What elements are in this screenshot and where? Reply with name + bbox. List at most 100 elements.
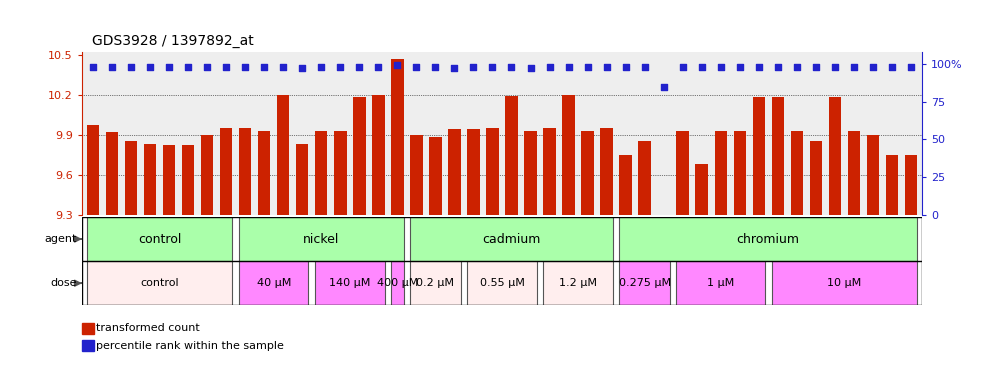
Point xyxy=(142,64,158,70)
Bar xyxy=(163,146,175,215)
Point xyxy=(256,64,272,70)
Bar xyxy=(753,97,765,215)
Bar xyxy=(676,131,689,215)
Bar xyxy=(544,128,556,215)
Point xyxy=(314,64,330,70)
Bar xyxy=(239,217,403,261)
Text: cadmium: cadmium xyxy=(482,233,541,245)
Point xyxy=(808,64,824,70)
Point xyxy=(580,64,596,70)
Bar xyxy=(486,128,499,215)
Bar xyxy=(620,155,631,215)
Point xyxy=(295,65,311,71)
Text: control: control xyxy=(138,233,181,245)
Point xyxy=(85,64,101,70)
Point xyxy=(352,64,368,70)
Point xyxy=(713,64,729,70)
Bar xyxy=(258,131,271,215)
Bar xyxy=(277,94,290,215)
Bar xyxy=(467,261,537,305)
Text: agent: agent xyxy=(44,234,77,244)
Text: dose: dose xyxy=(50,278,77,288)
Point xyxy=(427,64,443,70)
Point xyxy=(446,65,462,71)
Bar xyxy=(429,137,441,215)
Bar xyxy=(505,96,518,215)
Point xyxy=(561,64,577,70)
Point xyxy=(883,64,899,70)
Text: 0.275 μM: 0.275 μM xyxy=(619,278,670,288)
Text: GDS3928 / 1397892_at: GDS3928 / 1397892_at xyxy=(92,34,253,48)
Point xyxy=(523,65,539,71)
Bar xyxy=(733,131,746,215)
Text: 0.2 μM: 0.2 μM xyxy=(416,278,454,288)
Point xyxy=(199,64,215,70)
Bar xyxy=(638,141,650,215)
Point xyxy=(237,64,253,70)
Bar xyxy=(867,135,879,215)
Bar xyxy=(391,58,403,215)
Point xyxy=(333,64,349,70)
Point xyxy=(275,64,291,70)
Bar xyxy=(144,144,156,215)
Text: 1.2 μM: 1.2 μM xyxy=(559,278,597,288)
Bar xyxy=(829,97,841,215)
Bar xyxy=(544,261,613,305)
Bar xyxy=(201,135,213,215)
Bar xyxy=(315,261,384,305)
Point xyxy=(408,64,424,70)
Bar xyxy=(334,131,347,215)
Point xyxy=(618,64,633,70)
Bar xyxy=(220,128,232,215)
Point xyxy=(124,64,139,70)
Point xyxy=(770,64,786,70)
Bar xyxy=(124,141,137,215)
Bar xyxy=(87,261,232,305)
Bar xyxy=(620,217,917,261)
Point xyxy=(674,64,690,70)
Point xyxy=(693,64,709,70)
Bar xyxy=(772,261,917,305)
Bar xyxy=(182,146,194,215)
Bar xyxy=(106,132,119,215)
Point xyxy=(105,64,121,70)
Point xyxy=(751,64,767,70)
Bar xyxy=(354,97,366,215)
Point xyxy=(218,64,234,70)
Point xyxy=(865,64,880,70)
Text: 0.55 μM: 0.55 μM xyxy=(479,278,525,288)
Bar xyxy=(239,261,309,305)
Text: 1 μM: 1 μM xyxy=(707,278,734,288)
Point xyxy=(180,64,196,70)
Text: control: control xyxy=(140,278,179,288)
Text: 400 μM: 400 μM xyxy=(376,278,418,288)
Point xyxy=(371,64,386,70)
Point xyxy=(789,64,805,70)
Bar xyxy=(657,215,670,235)
Bar xyxy=(410,135,422,215)
Bar xyxy=(620,261,670,305)
Text: 40 μM: 40 μM xyxy=(257,278,291,288)
Bar xyxy=(904,155,917,215)
Bar xyxy=(87,126,100,215)
Bar xyxy=(563,94,575,215)
Point xyxy=(636,64,652,70)
Point xyxy=(389,62,405,68)
Text: percentile rank within the sample: percentile rank within the sample xyxy=(96,341,284,351)
Text: 10 μM: 10 μM xyxy=(828,278,862,288)
Bar xyxy=(410,217,613,261)
Bar xyxy=(885,155,898,215)
Bar xyxy=(772,97,784,215)
Bar xyxy=(448,129,460,215)
Bar xyxy=(601,128,613,215)
Point xyxy=(827,64,843,70)
Bar xyxy=(810,141,822,215)
Point xyxy=(504,64,520,70)
Bar xyxy=(87,217,232,261)
Text: nickel: nickel xyxy=(303,233,340,245)
Point xyxy=(846,64,862,70)
Point xyxy=(484,64,500,70)
Point xyxy=(655,84,671,90)
Bar xyxy=(848,131,860,215)
Bar xyxy=(410,261,460,305)
